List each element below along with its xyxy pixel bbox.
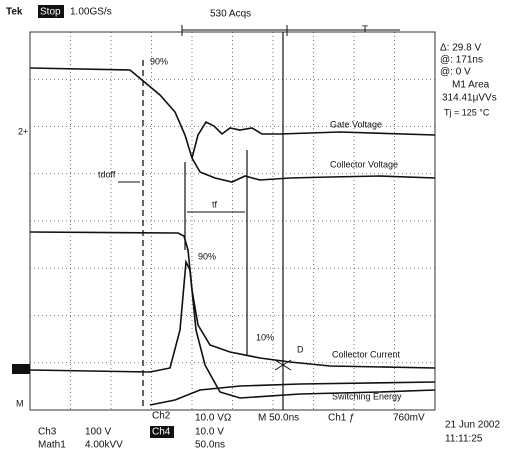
readout: Tj = 125 °C <box>444 107 490 117</box>
channel-marker: 2+ <box>18 126 28 136</box>
state: Stop <box>40 7 61 18</box>
readout: Δ: 29.8 V <box>440 43 481 54</box>
footer: 10.0 VΩ <box>195 413 232 424</box>
label: 90% <box>198 251 216 261</box>
footer: Ch2 <box>152 411 171 422</box>
acqs: 530 Acqs <box>210 9 251 20</box>
footer: Math1 <box>38 440 66 451</box>
footer: 760mV <box>393 413 425 424</box>
label: Switching Energy <box>332 391 402 401</box>
label: D <box>297 344 304 354</box>
trigger-mark: T <box>362 25 368 36</box>
readout: 314.41μVVs <box>442 93 497 104</box>
scope-screen: Tek Stop 1.00GS/s 530 Acqs T Δ: 29.8 V @… <box>0 0 528 457</box>
label: Collector Current <box>332 349 401 359</box>
footer: 4.00kVV <box>85 440 123 451</box>
footer: 100 V <box>85 427 111 438</box>
readout: M1 Area <box>452 80 490 91</box>
page: {"header": {"brand": "Tek", "state": "St… <box>0 0 528 457</box>
channel-marker: M <box>16 398 24 408</box>
footer: Ch3 <box>38 427 57 438</box>
footer: Ch1 ƒ <box>328 413 355 424</box>
label: Collector Voltage <box>330 159 398 169</box>
footer: 21 Jun 2002 <box>445 420 500 431</box>
sample-rate: 1.00GS/s <box>70 7 112 18</box>
label: tdoff <box>98 169 116 179</box>
ch-marker-box <box>12 364 30 374</box>
label: 10% <box>256 332 274 342</box>
footer: M 50.0ns <box>258 413 299 424</box>
readout: @: 0 V <box>440 67 471 78</box>
footer: 50.0ns <box>195 440 225 451</box>
label: 90% <box>150 56 168 66</box>
readout: @: 171ns <box>440 55 483 66</box>
footer: 11:11:25 <box>445 434 483 445</box>
energy-trace <box>30 262 435 398</box>
label: tf <box>212 199 218 209</box>
brand: Tek <box>6 7 23 18</box>
footer: 10.0 V <box>195 427 224 438</box>
footer: Ch4 <box>152 427 171 438</box>
label: Gate Voltage <box>330 119 382 129</box>
